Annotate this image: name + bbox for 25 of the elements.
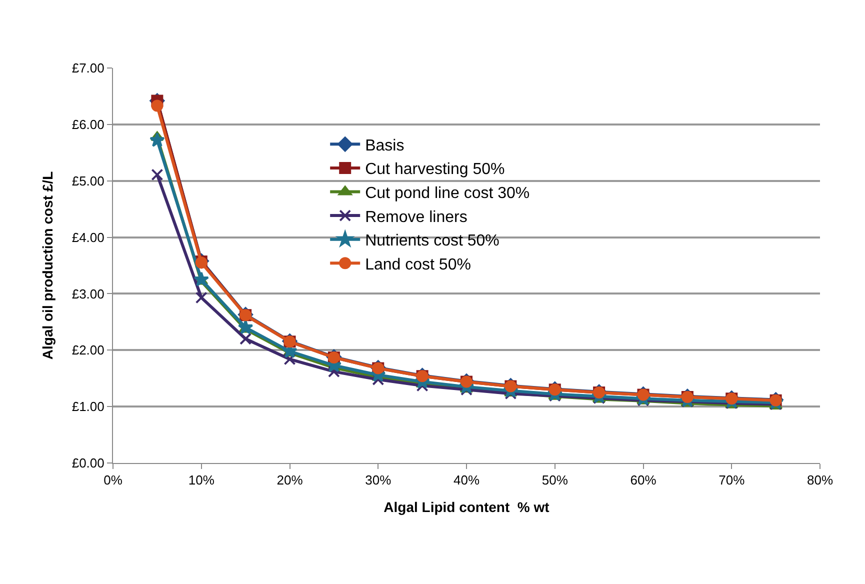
legend-label: Nutrients cost 50% <box>365 232 500 250</box>
y-tick-label: £7.00 <box>72 60 104 76</box>
x-tick-label: 50% <box>542 472 568 488</box>
legend-label: Remove liners <box>365 208 468 226</box>
y-tick-label: £6.00 <box>72 116 104 132</box>
legend-label: Cut harvesting 50% <box>365 161 505 178</box>
y-tick-label: £5.00 <box>72 173 104 188</box>
x-tick-label: 60% <box>630 472 657 488</box>
y-tick-label: £0.00 <box>72 456 104 471</box>
y-tick-label: £2.00 <box>72 342 104 358</box>
x-tick-label: 20% <box>276 472 304 488</box>
legend-label: Cut pond line cost 30% <box>365 184 530 202</box>
legend-label: Basis <box>365 137 404 154</box>
x-tick-label: 10% <box>188 472 215 488</box>
x-tick-label: 0% <box>104 472 123 488</box>
y-tick-label: £1.00 <box>72 399 104 414</box>
x-axis-title: Algal Lipid content % wt <box>384 498 550 515</box>
x-tick-label: 70% <box>718 472 746 488</box>
legend-label: Land cost 50% <box>365 256 471 274</box>
y-axis-title: Algal oil production cost £/L <box>39 170 56 360</box>
x-tick-label: 40% <box>453 472 480 488</box>
x-tick-label: 80% <box>806 472 834 488</box>
x-tick-label: 30% <box>365 472 392 488</box>
y-tick-label: £4.00 <box>72 230 104 245</box>
y-tick-label: £3.00 <box>72 286 104 302</box>
